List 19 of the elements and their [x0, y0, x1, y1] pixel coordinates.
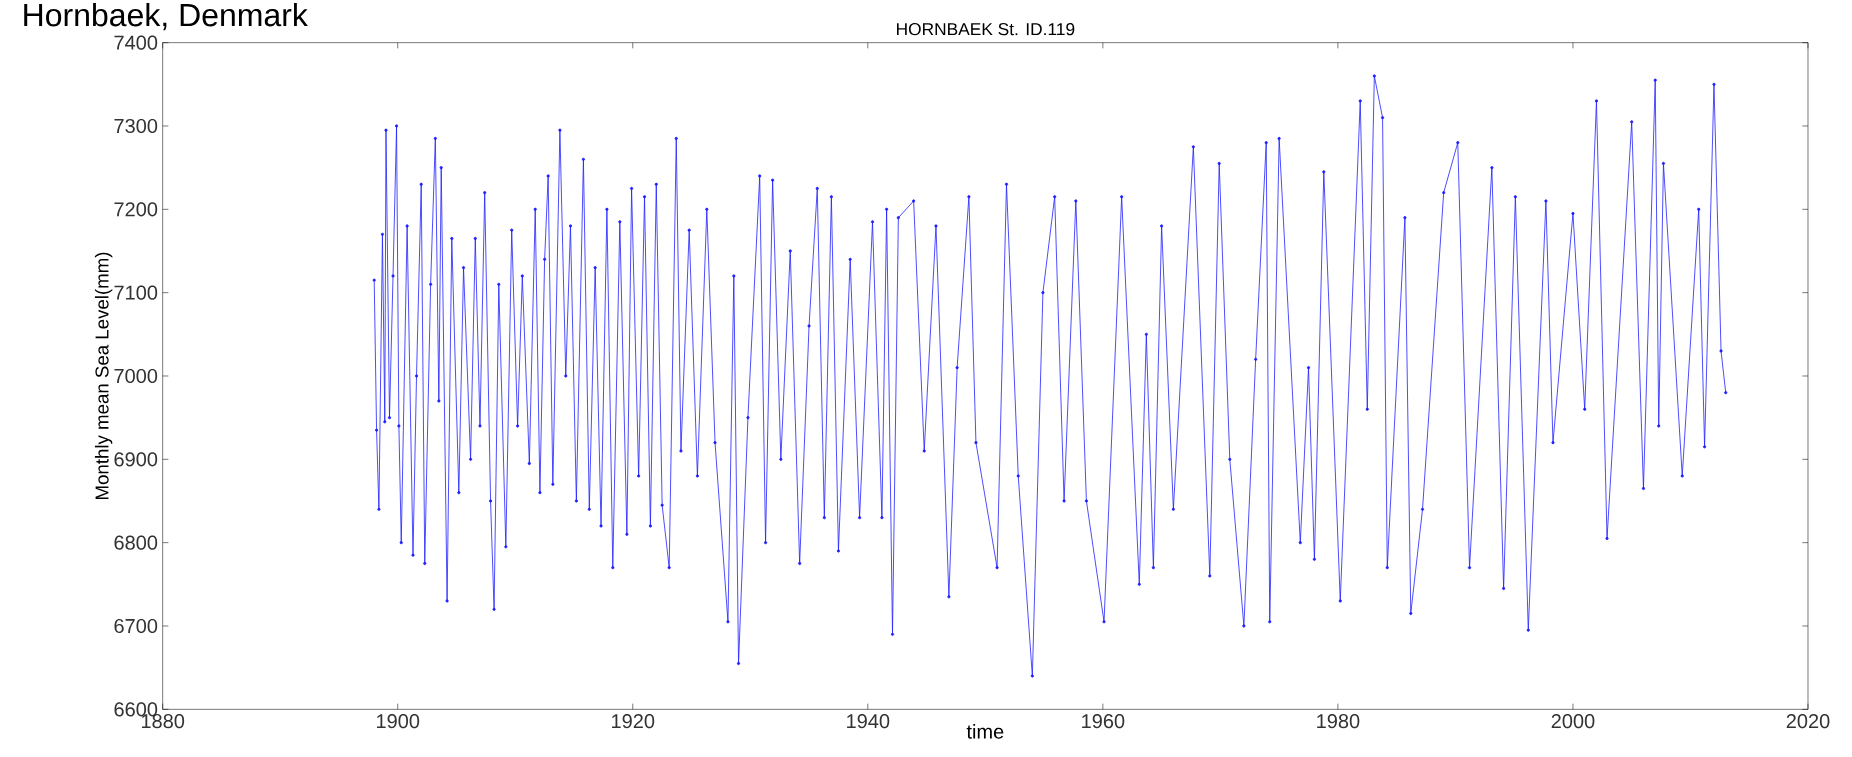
x-tick-label: 1920 — [612, 713, 655, 729]
x-axis-title: time — [966, 723, 1004, 739]
x-tick-label: 2020 — [1786, 713, 1830, 729]
x-tick-label: 1900 — [377, 713, 420, 729]
y-tick-label: 7200 — [114, 202, 158, 217]
x-tick-label: 1980 — [1317, 713, 1360, 729]
y-tick-label: 7000 — [114, 368, 158, 383]
y-tick-label: 7400 — [114, 35, 158, 50]
y-tick-label: 6800 — [114, 535, 158, 550]
x-tick-label: 1940 — [847, 713, 890, 729]
x-tick-label: 2000 — [1551, 713, 1595, 729]
y-tick-label: 7100 — [114, 285, 158, 300]
chart-title: Hornbaek, Denmark — [24, 2, 308, 31]
y-tick-label: 7300 — [114, 118, 158, 133]
x-tick-label: 1960 — [1082, 713, 1125, 729]
chart-subtitle: HORNBAEK St. ID.119 — [897, 22, 1075, 36]
y-tick-label: 6900 — [114, 452, 158, 467]
y-tick-label: 6700 — [114, 618, 158, 633]
y-axis-title: Monthly mean Sea Level(mm) — [94, 252, 113, 499]
